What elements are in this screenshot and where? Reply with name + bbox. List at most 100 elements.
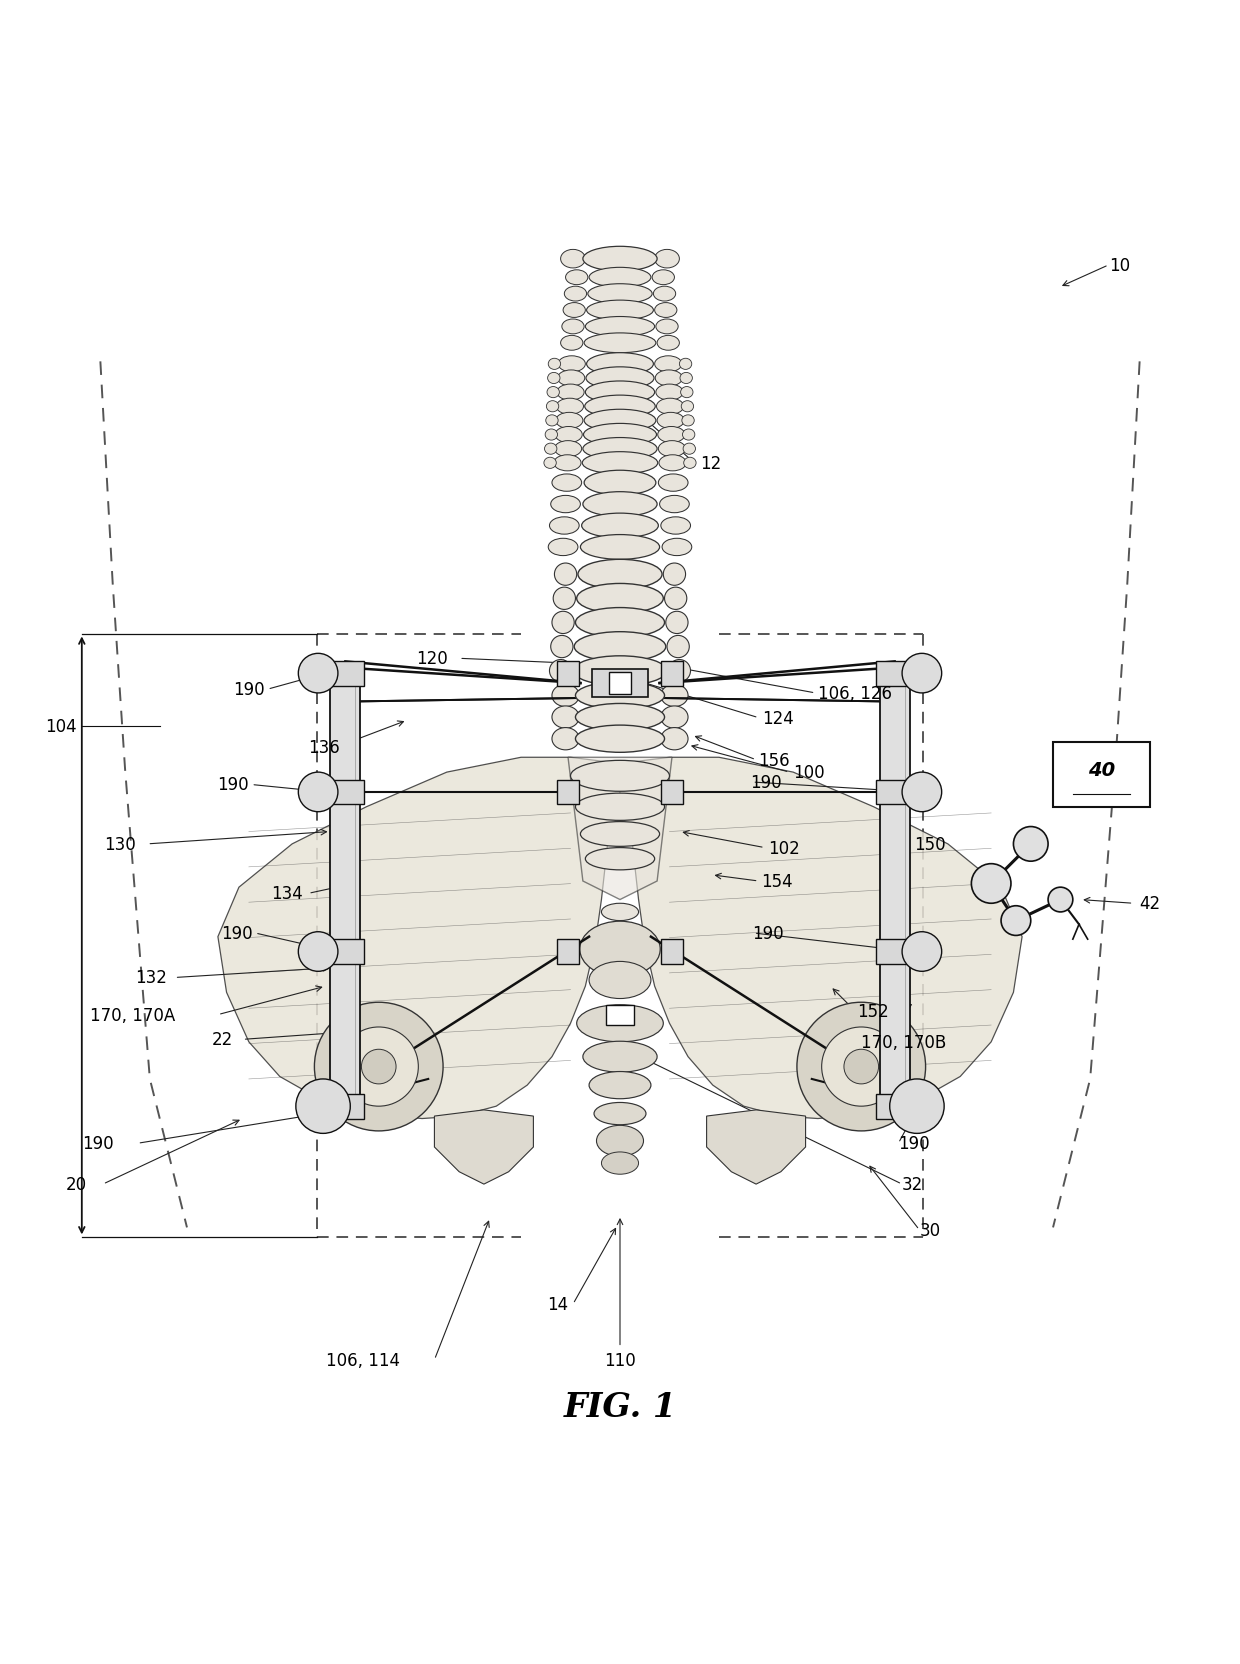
Ellipse shape	[574, 632, 666, 662]
Ellipse shape	[544, 458, 557, 469]
Ellipse shape	[575, 726, 665, 752]
Circle shape	[1013, 827, 1048, 862]
Ellipse shape	[585, 318, 655, 338]
FancyBboxPatch shape	[327, 780, 363, 805]
Ellipse shape	[570, 760, 670, 792]
Ellipse shape	[657, 428, 684, 443]
Ellipse shape	[655, 303, 677, 318]
Text: 190: 190	[217, 775, 249, 794]
Ellipse shape	[588, 285, 652, 305]
Ellipse shape	[552, 474, 582, 493]
Circle shape	[844, 1050, 879, 1085]
Text: 150: 150	[914, 835, 946, 854]
Text: 40: 40	[1087, 760, 1115, 780]
Circle shape	[901, 654, 941, 694]
Ellipse shape	[552, 612, 574, 634]
FancyBboxPatch shape	[661, 940, 683, 965]
FancyBboxPatch shape	[331, 671, 360, 1117]
Ellipse shape	[575, 682, 665, 709]
Text: 154: 154	[761, 872, 792, 890]
Ellipse shape	[661, 729, 688, 750]
Text: 106, 126: 106, 126	[818, 684, 892, 702]
Text: 170, 170B: 170, 170B	[862, 1033, 946, 1052]
FancyBboxPatch shape	[557, 661, 579, 686]
Text: 132: 132	[135, 968, 167, 987]
Ellipse shape	[584, 409, 656, 433]
Ellipse shape	[680, 359, 692, 369]
Ellipse shape	[655, 371, 682, 386]
Ellipse shape	[552, 707, 579, 729]
Text: 10: 10	[1109, 256, 1130, 275]
Ellipse shape	[583, 493, 657, 518]
Ellipse shape	[552, 686, 579, 707]
Ellipse shape	[565, 271, 588, 286]
Ellipse shape	[661, 518, 691, 534]
Ellipse shape	[556, 413, 583, 429]
Ellipse shape	[585, 381, 655, 404]
Ellipse shape	[587, 301, 653, 321]
Text: 20: 20	[66, 1175, 87, 1193]
Ellipse shape	[580, 536, 660, 561]
Circle shape	[822, 1027, 900, 1107]
Circle shape	[299, 654, 339, 694]
Ellipse shape	[666, 612, 688, 634]
Ellipse shape	[580, 822, 660, 847]
Text: 190: 190	[221, 925, 253, 942]
Circle shape	[315, 1003, 443, 1132]
Ellipse shape	[560, 336, 583, 351]
Ellipse shape	[557, 384, 584, 401]
Ellipse shape	[657, 336, 680, 351]
FancyBboxPatch shape	[609, 672, 631, 696]
Ellipse shape	[656, 399, 683, 414]
Ellipse shape	[655, 250, 680, 270]
FancyBboxPatch shape	[327, 940, 363, 965]
Text: 136: 136	[309, 739, 340, 757]
Ellipse shape	[547, 388, 559, 398]
Circle shape	[901, 932, 941, 972]
FancyBboxPatch shape	[606, 1005, 634, 1025]
Ellipse shape	[575, 794, 665, 820]
Ellipse shape	[656, 319, 678, 334]
Circle shape	[1048, 887, 1073, 912]
Text: 14: 14	[547, 1295, 568, 1313]
Ellipse shape	[587, 368, 653, 389]
FancyBboxPatch shape	[877, 940, 913, 965]
Text: 190: 190	[233, 681, 265, 699]
Ellipse shape	[549, 518, 579, 534]
FancyBboxPatch shape	[327, 661, 363, 686]
Ellipse shape	[594, 1103, 646, 1125]
Ellipse shape	[582, 514, 658, 539]
Ellipse shape	[661, 686, 688, 707]
Ellipse shape	[682, 429, 694, 441]
Ellipse shape	[552, 729, 579, 750]
Text: 170, 170A: 170, 170A	[91, 1007, 176, 1023]
Ellipse shape	[667, 636, 689, 659]
Circle shape	[299, 1087, 339, 1127]
Ellipse shape	[564, 286, 587, 301]
Ellipse shape	[583, 453, 657, 474]
Ellipse shape	[682, 416, 694, 426]
Text: 152: 152	[858, 1002, 889, 1020]
Text: 190: 190	[753, 925, 784, 942]
Circle shape	[971, 864, 1011, 904]
Text: 120: 120	[415, 651, 448, 667]
Circle shape	[296, 1080, 350, 1133]
Ellipse shape	[547, 401, 559, 413]
Ellipse shape	[548, 373, 560, 384]
Ellipse shape	[584, 334, 656, 353]
Ellipse shape	[605, 925, 635, 942]
Circle shape	[901, 772, 941, 812]
Ellipse shape	[661, 707, 688, 729]
Ellipse shape	[663, 564, 686, 586]
Circle shape	[797, 1003, 925, 1132]
Ellipse shape	[680, 373, 692, 384]
Circle shape	[299, 932, 339, 972]
Ellipse shape	[683, 458, 696, 469]
FancyBboxPatch shape	[593, 671, 647, 697]
Ellipse shape	[563, 303, 585, 318]
Text: 134: 134	[272, 885, 303, 904]
Ellipse shape	[589, 962, 651, 998]
Ellipse shape	[554, 456, 582, 471]
Ellipse shape	[596, 1125, 644, 1156]
Bar	[1053, 742, 1149, 807]
